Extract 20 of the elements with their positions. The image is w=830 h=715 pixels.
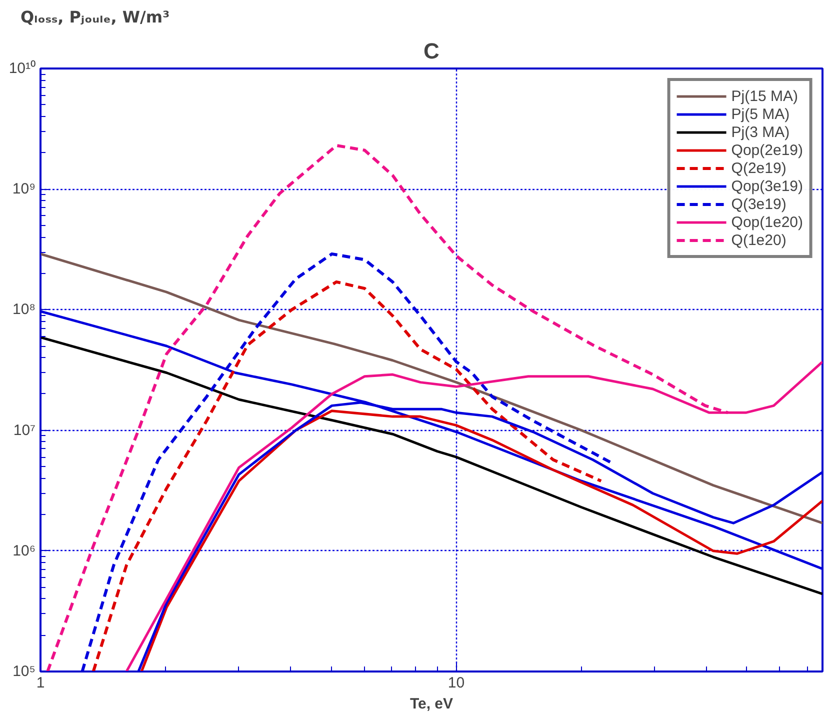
y-tick-label: 10⁹ [12,180,36,198]
legend-label: Q(3e19) [731,195,786,213]
legend-label: Qop(3e19) [731,177,803,195]
legend-label: Q(2e19) [731,159,786,177]
y-tick-label: 10⁷ [13,422,36,439]
y-axis-title: Qₗₒₛₛ, Pⱼₒᵤₗₑ, W/m³ [20,8,170,26]
y-tick-label: 10¹⁰ [8,60,36,77]
y-tick-label: 10⁵ [12,663,36,680]
legend-label: Pj(3 MA) [731,123,790,141]
y-tick-label: 10⁶ [12,542,36,560]
chart-title: C [424,38,440,64]
x-tick-label: 1 [36,674,45,692]
legend-label: Pj(5 MA) [731,105,790,123]
legend-label: Qop(1e20) [731,213,803,231]
legend-label: Q(1e20) [731,231,786,249]
legend-label: Pj(15 MA) [731,87,798,105]
x-axis-title: Te, eV [410,696,454,712]
y-tick-label: 10⁸ [12,301,36,318]
x-tick-label: 10 [448,674,465,692]
legend-label: Qop(2e19) [731,141,803,159]
